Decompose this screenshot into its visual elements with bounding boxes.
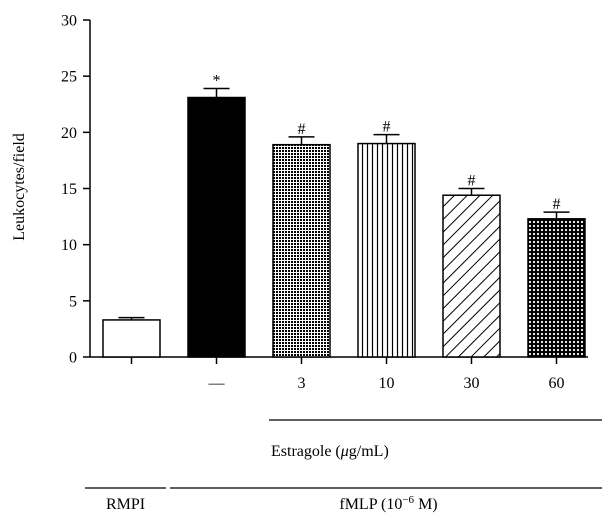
- bar: [527, 218, 586, 358]
- y-axis-title: Leukocytes/field: [11, 133, 28, 241]
- y-tick-label: 5: [69, 293, 77, 310]
- axes: 0 5 10 15 20 25 30: [61, 13, 588, 367]
- labels-group: — 3 10 30 60 Estragole (μg/mL) RMPI fMLP (10−6 …: [85, 375, 602, 513]
- significance-marker: #: [383, 119, 391, 136]
- significance-marker: *: [213, 73, 221, 90]
- x-tick-label: 60: [549, 375, 565, 392]
- group-label: Estragole (μg/mL): [271, 443, 389, 460]
- y-tick-label: 10: [61, 237, 77, 254]
- bar: [102, 319, 161, 358]
- bar: [442, 194, 501, 358]
- bar: [187, 96, 246, 358]
- group-label: fMLP (10−6 M): [339, 494, 437, 513]
- y-tick-label: 20: [61, 125, 77, 142]
- significance-marker: #: [298, 121, 306, 138]
- bar: [272, 143, 331, 358]
- significance-marker: #: [468, 173, 476, 190]
- significance-marker: #: [553, 196, 561, 213]
- y-tick-label: 15: [61, 181, 77, 198]
- x-tick-label: —: [208, 375, 226, 392]
- x-tick-label: 30: [464, 375, 480, 392]
- bars-group: * # # # #: [102, 73, 586, 358]
- y-tick-label: 25: [61, 69, 77, 86]
- y-tick-label: 30: [61, 13, 77, 30]
- group-label: RMPI: [106, 496, 145, 513]
- x-tick-label: 10: [379, 375, 395, 392]
- y-tick-label: 0: [69, 350, 77, 367]
- x-tick-label: 3: [298, 375, 306, 392]
- bar: [357, 142, 416, 358]
